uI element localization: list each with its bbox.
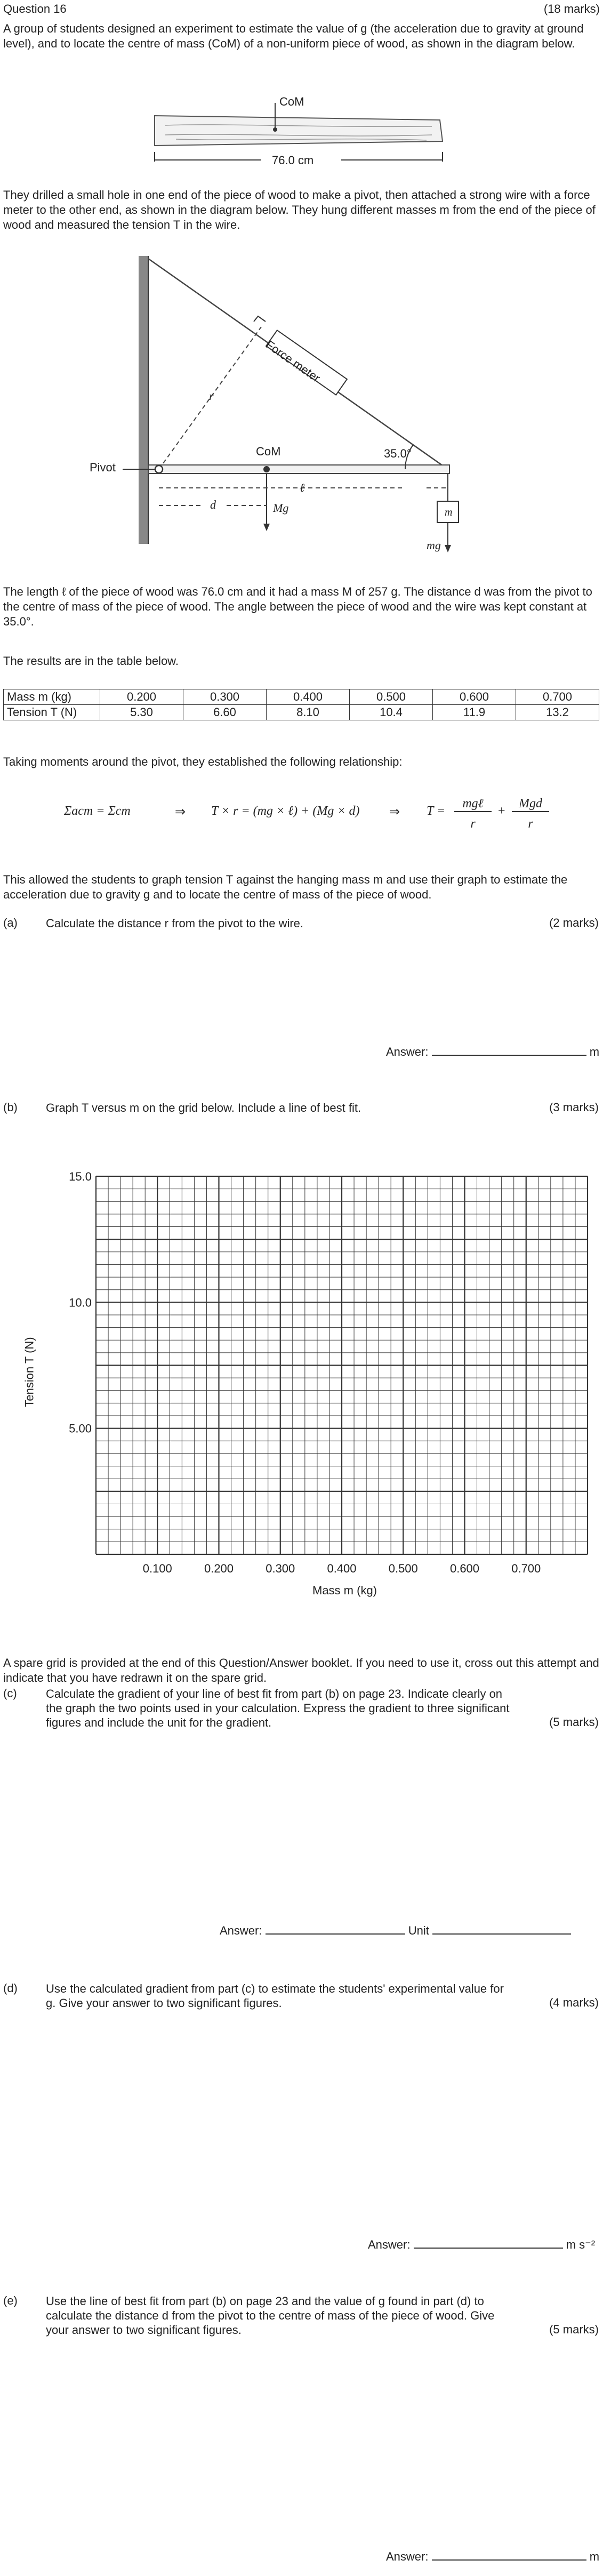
equation-part1: Σacm = Σcm <box>64 804 131 818</box>
question-title: Question 16 <box>3 2 67 15</box>
part-e-text: Use the line of best fit from part (b) o… <box>46 2294 495 2337</box>
part-a-letter: (a) <box>3 916 18 929</box>
answer-unit: m <box>589 2550 600 2563</box>
results-table: Mass m (kg) 0.200 0.300 0.400 0.500 0.60… <box>3 689 599 720</box>
equation-arrow-2: ⇒ <box>389 805 400 819</box>
x-tick-label: 0.100 <box>143 1562 172 1575</box>
d-label: d <box>210 498 216 511</box>
part-b-letter: (b) <box>3 1101 18 1114</box>
x-tick-label: 0.300 <box>266 1562 295 1575</box>
part-c-text: Calculate the gradient of your line of b… <box>46 1687 510 1729</box>
part-e-letter: (e) <box>3 2294 18 2307</box>
table-cell: 0.500 <box>349 689 433 705</box>
wood-details-text: The length ℓ of the piece of wood was 76… <box>3 585 592 628</box>
table-cell: 6.60 <box>183 704 267 720</box>
part-c-letter: (c) <box>3 1687 17 1700</box>
table-cell: 11.9 <box>432 704 516 720</box>
x-tick-label: 0.500 <box>389 1562 418 1575</box>
y-tick-label: 5.00 <box>69 1422 92 1435</box>
x-tick-label: 0.400 <box>327 1562 356 1575</box>
frac1-num: mgℓ <box>454 797 492 812</box>
answer-label: Answer: <box>368 2238 411 2251</box>
table-header-tension: Tension T (N) <box>3 704 100 720</box>
r-label: r <box>209 389 214 403</box>
question-marks: (18 marks) <box>543 2 600 15</box>
equation-plus: + <box>498 804 505 818</box>
table-cell: 0.200 <box>100 689 183 705</box>
experiment-diagram <box>123 256 459 552</box>
y-tick-label: 15.0 <box>69 1170 92 1183</box>
table-cell: 10.4 <box>349 704 433 720</box>
length-label: 76.0 cm <box>272 154 314 167</box>
table-cell: 5.30 <box>100 704 183 720</box>
answer-label: Answer: <box>220 1924 262 1937</box>
equation-arrow-1: ⇒ <box>175 805 186 819</box>
results-intro: The results are in the table below. <box>3 654 179 668</box>
table-header-mass: Mass m (kg) <box>3 689 100 705</box>
table-cell: 0.600 <box>432 689 516 705</box>
table-row: Mass m (kg) 0.200 0.300 0.400 0.500 0.60… <box>3 689 599 705</box>
angle-label: 35.0° <box>384 447 412 460</box>
frac1-den: r <box>470 817 476 831</box>
frac2-den: r <box>528 817 533 831</box>
answer-field-e[interactable] <box>431 2559 586 2561</box>
com-label-2: CoM <box>256 445 281 458</box>
wood-plank-diagram <box>154 103 444 162</box>
mg-label: mg <box>427 539 441 552</box>
pivot-label: Pivot <box>90 461 116 474</box>
table-cell: 0.400 <box>266 689 350 705</box>
part-b-marks: (3 marks) <box>549 1101 599 1114</box>
x-tick-label: 0.200 <box>204 1562 234 1575</box>
l-label: ℓ <box>300 481 305 494</box>
answer-unit: m s⁻² <box>566 2238 596 2251</box>
answer-label: Answer: <box>386 1045 429 1058</box>
part-a-marks: (2 marks) <box>549 916 599 929</box>
m-label: m <box>445 507 453 518</box>
unit-label: Unit <box>408 1924 429 1937</box>
Mg-label: Mg <box>273 501 289 515</box>
intro-text: A group of students designed an experime… <box>3 22 584 50</box>
part-c-answer: Answer: Unit <box>220 1924 571 1938</box>
answer-field-d[interactable] <box>413 2248 563 2249</box>
part-b-text: Graph T versus m on the grid below. Incl… <box>46 1101 361 1114</box>
part-a-text: Calculate the distance r from the pivot … <box>46 917 304 930</box>
table-cell: 0.300 <box>183 689 267 705</box>
table-cell: 13.2 <box>516 704 599 720</box>
frac2-num: Mgd <box>512 797 549 812</box>
part-d-text: Use the calculated gradient from part (c… <box>46 1982 504 2010</box>
answer-field-a[interactable] <box>431 1055 586 1056</box>
x-tick-label: 0.600 <box>450 1562 479 1575</box>
table-row: Tension T (N) 5.30 6.60 8.10 10.4 11.9 1… <box>3 704 599 720</box>
answer-field-c[interactable] <box>265 1933 405 1935</box>
table-cell: 0.700 <box>516 689 599 705</box>
tension-mass-graph[interactable]: 0.100 0.200 0.300 0.400 0.500 0.600 0.700 5.00 1… <box>0 1162 603 1621</box>
answer-unit: m <box>589 1045 600 1058</box>
part-d-answer: Answer: m s⁻² <box>368 2238 595 2252</box>
graph-purpose-text: This allowed the students to graph tensi… <box>3 873 568 901</box>
spare-grid-note: A spare grid is provided at the end of t… <box>3 1656 599 1684</box>
part-d-marks: (4 marks) <box>549 1996 599 2009</box>
equation-part2: T × r = (mg × ℓ) + (Mg × d) <box>211 804 360 818</box>
setup-text: They drilled a small hole in one end of … <box>3 188 596 231</box>
part-e-answer: Answer: m <box>386 2550 599 2564</box>
part-d-letter: (d) <box>3 1981 18 1995</box>
answer-label: Answer: <box>386 2550 429 2563</box>
y-axis-label: Tension T (N) <box>22 1337 36 1407</box>
part-e-marks: (5 marks) <box>549 2323 599 2336</box>
table-cell: 8.10 <box>266 704 350 720</box>
com-label-1: CoM <box>279 95 304 108</box>
equation-lhs: T = <box>427 804 446 818</box>
moments-text: Taking moments around the pivot, they es… <box>3 755 403 768</box>
unit-field-c[interactable] <box>432 1933 571 1935</box>
part-a-answer: Answer: m <box>386 1045 599 1059</box>
x-axis-label: Mass m (kg) <box>312 1584 377 1597</box>
y-tick-label: 10.0 <box>69 1296 92 1309</box>
part-c-marks: (5 marks) <box>549 1715 599 1729</box>
x-tick-label: 0.700 <box>511 1562 541 1575</box>
